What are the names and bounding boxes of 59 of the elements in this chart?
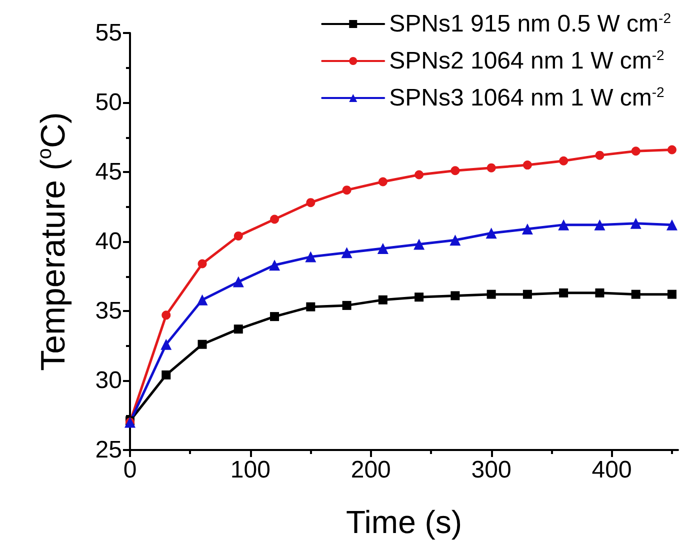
point bbox=[486, 290, 496, 299]
point bbox=[378, 295, 388, 304]
point bbox=[198, 259, 207, 268]
point bbox=[270, 214, 280, 224]
point bbox=[594, 219, 606, 230]
y-tick-label: 45 bbox=[95, 158, 122, 186]
point bbox=[414, 238, 425, 250]
point bbox=[558, 219, 570, 230]
point bbox=[630, 218, 642, 229]
point bbox=[559, 156, 568, 166]
x-tick-label: 300 bbox=[471, 456, 512, 484]
point bbox=[270, 312, 280, 322]
point bbox=[306, 198, 316, 208]
point bbox=[377, 242, 388, 254]
point bbox=[162, 310, 171, 320]
y-tick-label: 35 bbox=[95, 298, 122, 324]
x-tick-label: 0 bbox=[123, 456, 137, 484]
point bbox=[522, 223, 533, 234]
point bbox=[160, 338, 172, 350]
point bbox=[486, 228, 497, 239]
point bbox=[414, 170, 424, 180]
point bbox=[667, 145, 676, 154]
point bbox=[486, 163, 496, 172]
point bbox=[595, 150, 604, 160]
point bbox=[196, 294, 208, 306]
point bbox=[232, 276, 244, 288]
point bbox=[342, 300, 352, 310]
y-axis-title: Temperature (oC) bbox=[34, 112, 72, 371]
point bbox=[450, 234, 461, 246]
point bbox=[341, 247, 352, 258]
y-tick-label: 40 bbox=[95, 228, 122, 255]
point bbox=[342, 186, 352, 195]
point bbox=[450, 166, 460, 176]
y-tick-label: 50 bbox=[95, 89, 122, 116]
point bbox=[450, 291, 460, 300]
point bbox=[631, 290, 640, 299]
y-tick-label: 25 bbox=[95, 436, 122, 464]
point bbox=[595, 288, 604, 298]
y-tick-label: 55 bbox=[95, 20, 122, 46]
point bbox=[234, 324, 243, 334]
point bbox=[378, 177, 388, 186]
point bbox=[631, 146, 640, 156]
point bbox=[305, 251, 316, 262]
point bbox=[522, 160, 532, 170]
point bbox=[666, 219, 678, 230]
point bbox=[162, 370, 171, 380]
point bbox=[234, 231, 243, 240]
point bbox=[522, 290, 532, 299]
point bbox=[198, 340, 207, 349]
point bbox=[667, 290, 676, 299]
x-tick-label: 200 bbox=[350, 456, 391, 484]
point bbox=[559, 288, 568, 298]
point bbox=[269, 260, 280, 271]
x-axis-title: Time (s) bbox=[346, 504, 462, 540]
x-tick-label: 400 bbox=[592, 456, 632, 484]
x-tick-label: 100 bbox=[230, 456, 270, 484]
point bbox=[306, 302, 316, 312]
y-tick-label: 30 bbox=[95, 367, 122, 394]
point bbox=[414, 292, 424, 302]
